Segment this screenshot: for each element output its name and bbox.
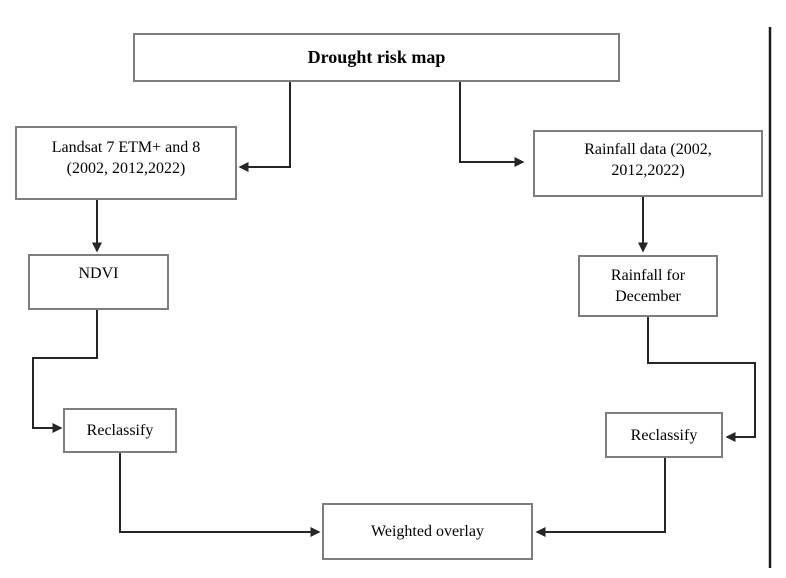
node-rainfall-for-december-label-line2: December xyxy=(615,288,681,305)
arrow-root-to-landsat xyxy=(238,82,291,172)
arrow-ndvi-to-reclassify-left xyxy=(32,310,98,433)
node-landsat-label-line1: Landsat 7 ETM+ and 8 xyxy=(51,139,201,156)
node-rainfall-data-label-line2: 2012,2022) xyxy=(611,162,685,179)
node-drought-risk-map: Drought risk map xyxy=(133,33,620,82)
arrow-rainfall-december-to-reclassify-right xyxy=(647,317,756,442)
node-reclassify-right: Reclassify xyxy=(605,412,723,458)
node-rainfall-for-december: Rainfall for December xyxy=(578,255,718,317)
arrow-reclassify-right-to-weighted-overlay xyxy=(535,458,666,537)
node-drought-risk-map-label: Drought risk map xyxy=(307,47,446,67)
node-weighted-overlay-label: Weighted overlay xyxy=(371,523,484,540)
node-reclassify-right-label: Reclassify xyxy=(630,426,698,444)
node-rainfall-for-december-label-line1: Rainfall for xyxy=(610,267,686,284)
node-landsat: Landsat 7 ETM+ and 8 (2002, 2012,2022) xyxy=(15,126,237,200)
node-reclassify-left-label: Reclassify xyxy=(86,422,154,439)
node-rainfall-data-label-line1: Rainfall data (2002, xyxy=(584,141,712,158)
node-ndvi-label: NDVI xyxy=(78,265,119,282)
arrow-reclassify-left-to-weighted-overlay xyxy=(119,453,321,537)
node-weighted-overlay: Weighted overlay xyxy=(322,503,533,560)
arrow-root-to-rainfall-data xyxy=(459,82,525,167)
node-landsat-label-line2: (2002, 2012,2022) xyxy=(66,160,186,177)
node-reclassify-left: Reclassify xyxy=(63,408,177,453)
node-rainfall-data: Rainfall data (2002, 2012,2022) xyxy=(533,130,763,197)
node-ndvi: NDVI xyxy=(28,254,169,310)
